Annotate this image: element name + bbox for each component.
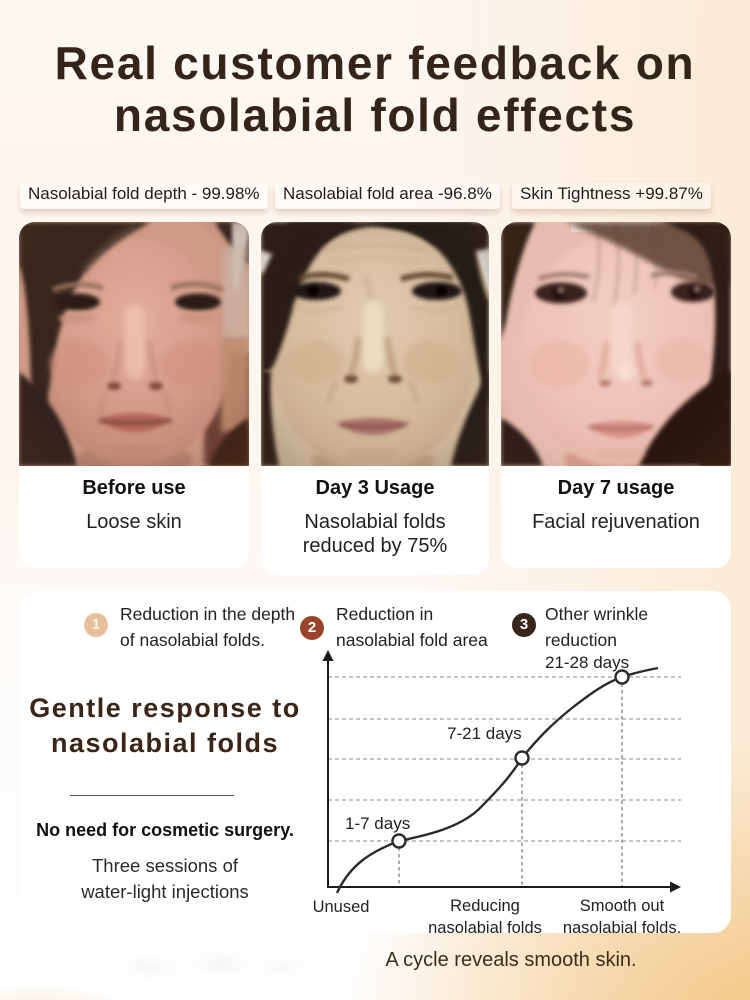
svg-text:nasolabial folds: nasolabial folds bbox=[428, 919, 542, 937]
svg-text:Smooth out: Smooth out bbox=[580, 897, 665, 915]
svg-text:1-7 days: 1-7 days bbox=[345, 814, 410, 833]
svg-text:Unused: Unused bbox=[313, 898, 370, 916]
svg-text:nasolabial folds.: nasolabial folds. bbox=[563, 919, 681, 937]
svg-text:21-28 days: 21-28 days bbox=[545, 653, 629, 672]
svg-text:Reducing: Reducing bbox=[450, 897, 520, 915]
svg-text:7-21 days: 7-21 days bbox=[447, 724, 522, 743]
